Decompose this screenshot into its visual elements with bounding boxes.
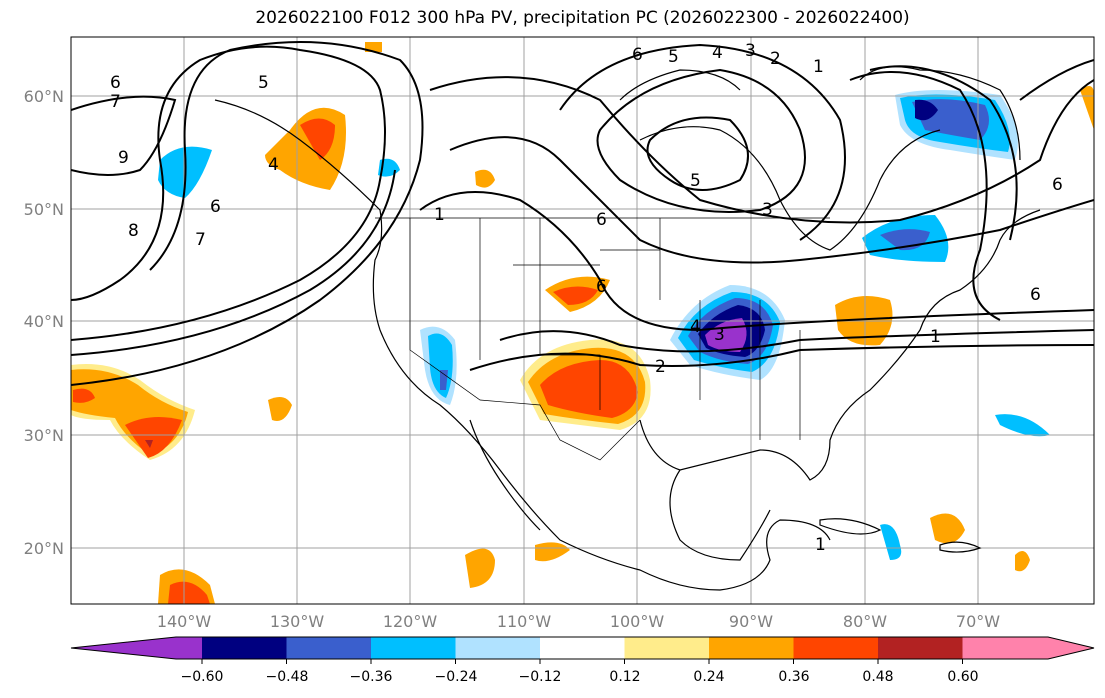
contour-label: 6: [596, 277, 607, 297]
contour-label: 7: [195, 230, 206, 250]
contour-label: 5: [690, 171, 701, 191]
precip-shading: [71, 42, 1094, 604]
contour-label: 3: [762, 200, 773, 220]
colorbar-tick-label: −0.36: [350, 669, 393, 685]
contour-label: 5: [668, 47, 679, 67]
colorbar-segment: [624, 637, 709, 659]
contour-labels: 7 6 9 8 7 6 5 4 5 4 3 2 1 6 5 3 6 1 6 4 …: [110, 41, 1063, 555]
contour-label: 9: [118, 148, 129, 168]
colorbar-segment: [455, 637, 540, 659]
lon-label: 90°W: [729, 612, 773, 631]
contour-label: 4: [690, 317, 701, 337]
colorbar-tick-label: −0.48: [266, 669, 309, 685]
map-frame: [70, 36, 1095, 605]
lon-label: 70°W: [956, 612, 1000, 631]
contour-label: 4: [712, 43, 723, 63]
lon-label: 100°W: [610, 612, 665, 631]
borders: [375, 217, 830, 461]
contour-label: 1: [813, 57, 824, 77]
contour-label: 1: [930, 327, 941, 347]
map-title: 2026022100 F012 300 hPa PV, precipitatio…: [255, 8, 910, 28]
contour-label: 6: [110, 73, 121, 93]
contour-label: 5: [258, 73, 269, 93]
colorbar-tick-label: 0.36: [778, 669, 809, 685]
lat-label: 40°N: [24, 312, 64, 331]
colorbar-segment: [540, 637, 625, 659]
contour-label: 6: [1052, 175, 1063, 195]
colorbar-segment: [793, 637, 878, 659]
colorbar-tick-label: 0.48: [862, 669, 893, 685]
contour-label: 2: [770, 49, 781, 69]
colorbar-segment: [371, 637, 456, 659]
longitude-labels: 140°W 130°W 120°W 110°W 100°W 90°W 80°W …: [157, 612, 1000, 631]
lat-label: 60°N: [24, 87, 64, 106]
lat-label: 50°N: [24, 200, 64, 219]
colorbar-segment: [71, 637, 202, 659]
colorbar-segment: [962, 637, 1094, 659]
lon-label: 110°W: [497, 612, 552, 631]
colorbar-segment: [878, 637, 963, 659]
contour-label: 8: [128, 221, 139, 241]
contour-label: 3: [714, 325, 725, 345]
coastlines: [214, 66, 1041, 591]
lon-label: 80°W: [843, 612, 887, 631]
map-area: 7 6 9 8 7 6 5 4 5 4 3 2 1 6 5 3 6 1 6 4 …: [71, 37, 1094, 604]
lon-label: 120°W: [383, 612, 438, 631]
colorbar-tick-label: −0.12: [519, 669, 562, 685]
pv-contours: [71, 41, 1094, 386]
colorbar-tick-label: 0.24: [693, 669, 724, 685]
lon-label: 130°W: [270, 612, 325, 631]
latitude-labels: 60°N 50°N 40°N 30°N 20°N: [24, 87, 64, 558]
contour-label: 6: [210, 197, 221, 217]
colorbar-tick-label: 0.12: [609, 669, 640, 685]
colorbar-tick-label: −0.60: [181, 669, 224, 685]
colorbar-ticks: −0.60 −0.48 −0.36 −0.24 −0.12 0.12 0.24 …: [181, 669, 979, 685]
colorbar-segment: [286, 637, 371, 659]
lat-label: 30°N: [24, 426, 64, 445]
contour-label: 2: [655, 357, 666, 377]
colorbar-outline: [70, 636, 1095, 660]
contour-label: 6: [596, 210, 607, 230]
contour-label: 4: [268, 155, 279, 175]
contour-label: 1: [815, 535, 826, 555]
contour-label: 7: [110, 92, 121, 112]
colorbar: [70, 636, 1095, 664]
contour-label: 1: [434, 205, 445, 225]
colorbar-segment: [202, 637, 287, 659]
colorbar-tick-label: −0.24: [435, 669, 478, 685]
colorbar-segment: [709, 637, 794, 659]
lat-label: 20°N: [24, 539, 64, 558]
lon-label: 140°W: [157, 612, 212, 631]
contour-label: 3: [745, 41, 756, 61]
contour-label: 6: [1030, 285, 1041, 305]
colorbar-tick-label: 0.60: [947, 669, 978, 685]
contour-label: 6: [632, 45, 643, 65]
